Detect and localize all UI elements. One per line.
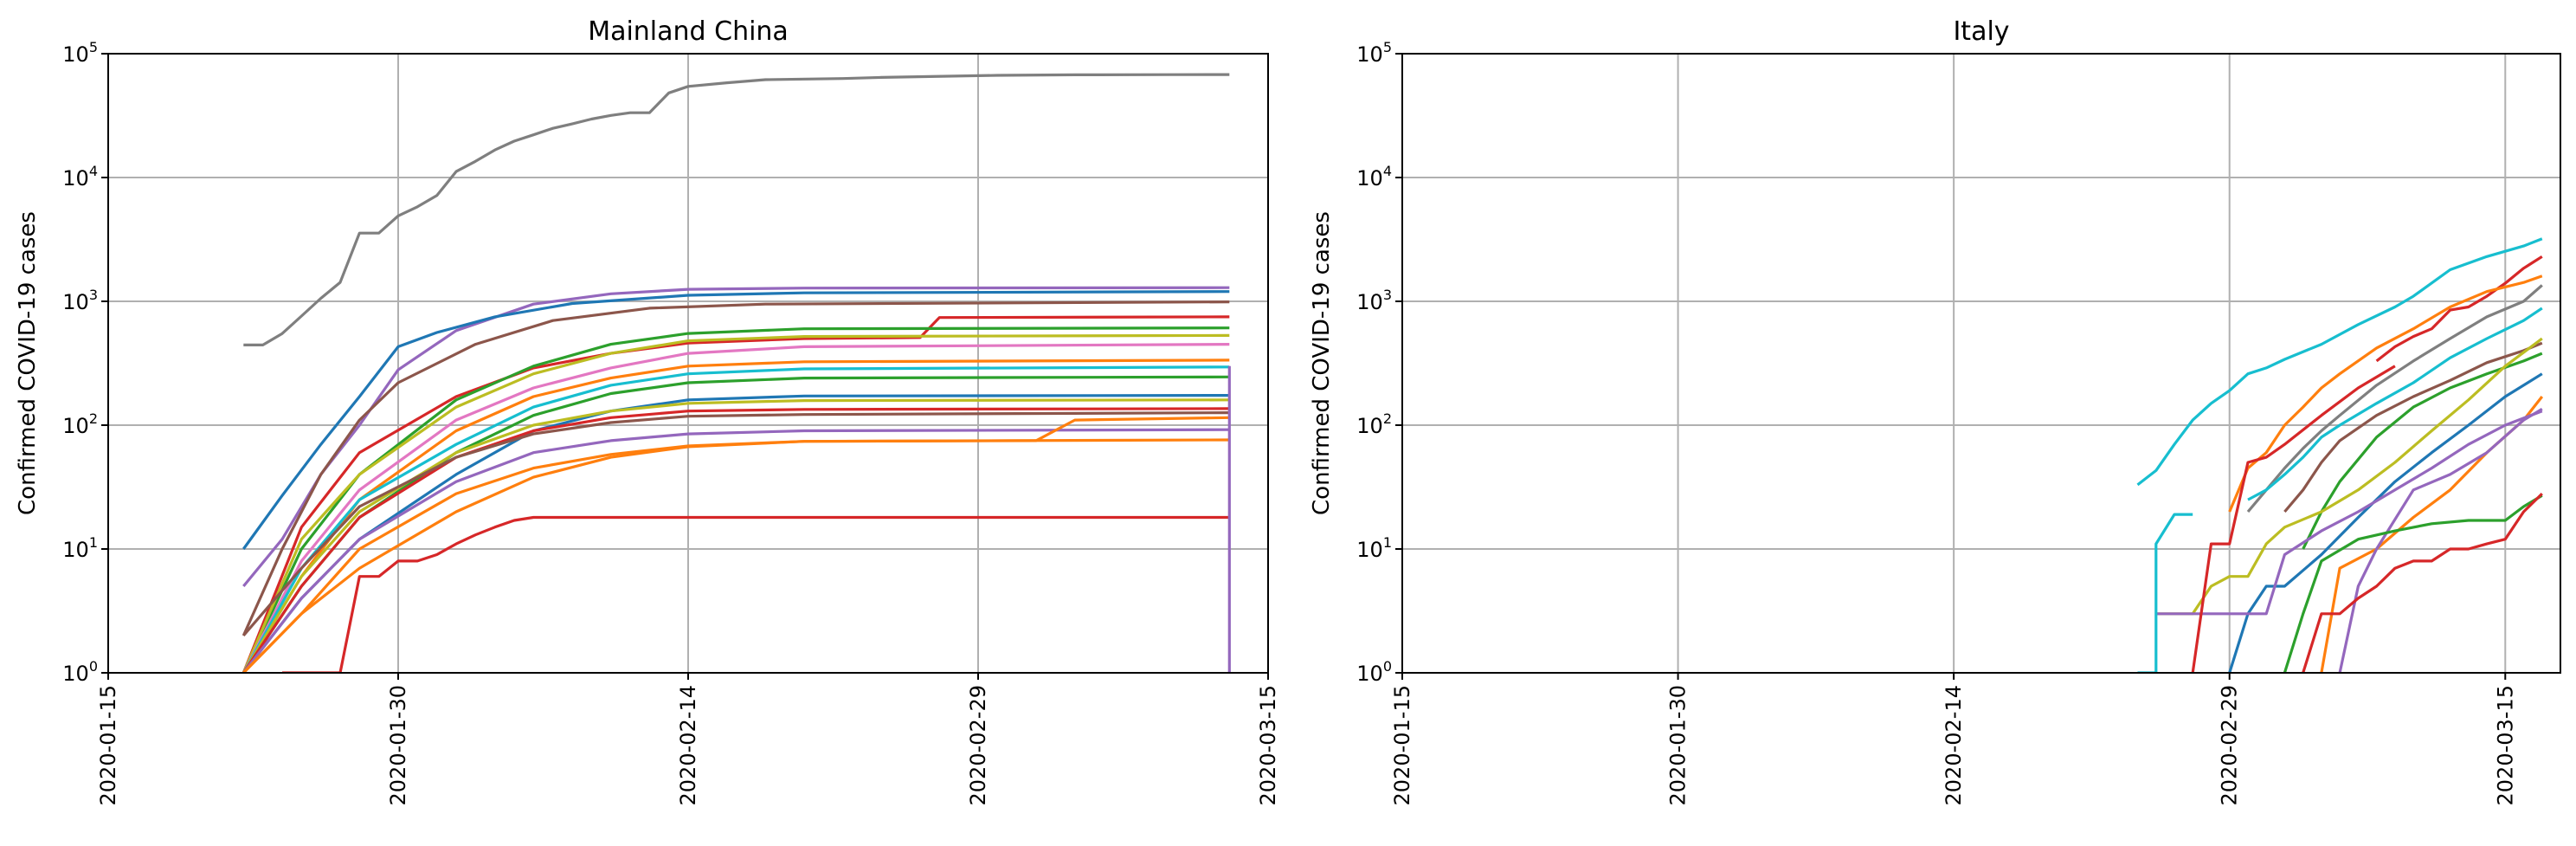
x-tick-label: 2020-02-29 — [2218, 685, 2242, 805]
series-line — [2302, 492, 2543, 673]
series-line — [2246, 284, 2543, 513]
chart-title: Italy — [1953, 16, 2009, 47]
series-line — [2155, 410, 2543, 616]
series-line — [2283, 494, 2543, 673]
x-tick-label: 2020-03-15 — [1256, 685, 1280, 805]
series-line — [2247, 307, 2543, 501]
y-tick-label: 103 — [62, 287, 98, 314]
y-axis-label: Confirmed COVID-19 cases — [1309, 211, 1335, 515]
series-line — [282, 515, 1230, 673]
series-line — [2136, 237, 2543, 487]
series-line — [242, 365, 1230, 673]
series-line — [242, 398, 1230, 673]
series-line — [2228, 274, 2543, 513]
series-line — [242, 286, 1230, 588]
y-tick-label: 101 — [1356, 534, 1392, 562]
y-tick-label: 104 — [1356, 163, 1392, 191]
series-line — [242, 394, 1230, 673]
series-line — [2155, 337, 2543, 616]
x-tick-label: 2020-01-30 — [1666, 685, 1690, 805]
x-tick-label: 2020-02-14 — [1942, 685, 1966, 805]
x-tick-label: 2020-01-15 — [1390, 685, 1414, 805]
y-tick-label: 101 — [62, 534, 98, 562]
series-line — [2137, 513, 2193, 673]
series-line — [242, 343, 1230, 673]
chart-title: Mainland China — [588, 16, 789, 47]
series-line — [243, 73, 1230, 346]
series-line — [242, 411, 1230, 637]
y-tick-label: 105 — [62, 39, 98, 67]
x-tick-label: 2020-01-15 — [96, 685, 120, 805]
series-line — [242, 407, 1230, 673]
series-line — [2283, 341, 2543, 513]
series-line — [242, 333, 1230, 673]
y-tick-label: 100 — [1356, 658, 1392, 686]
y-axis-label: Confirmed COVID-19 cases — [15, 211, 41, 515]
y-tick-label: 103 — [1356, 287, 1392, 314]
y-tick-label: 105 — [1356, 39, 1392, 67]
series-line — [242, 326, 1230, 673]
series-group — [2136, 237, 2544, 673]
series-line — [242, 290, 1230, 550]
series-group — [242, 73, 1231, 673]
x-tick-label: 2020-02-14 — [676, 685, 700, 805]
chart-panel-2: 2020-01-15 2020-01-30 2020-02-14 2020-02-29… — [1309, 16, 2561, 805]
series-line — [2302, 352, 2543, 550]
plot-frame — [1401, 53, 2561, 674]
y-tick-label: 100 — [62, 658, 98, 686]
series-line — [2338, 408, 2543, 673]
series-line — [242, 416, 1230, 673]
series-line — [242, 300, 1230, 636]
x-tick-label: 2020-02-29 — [966, 685, 990, 805]
series-line — [242, 438, 1230, 673]
chart-panel-1: 2020-01-15 2020-01-30 2020-02-14 2020-02-29… — [15, 16, 1280, 805]
y-tick-label: 102 — [62, 410, 98, 438]
series-line — [2375, 255, 2543, 363]
series-line — [242, 428, 1230, 673]
x-tick-label: 2020-01-30 — [386, 685, 410, 805]
y-tick-label: 102 — [1356, 410, 1392, 438]
series-line — [2228, 372, 2543, 673]
y-tick-label: 104 — [62, 163, 98, 191]
x-tick-label: 2020-03-15 — [2493, 685, 2517, 805]
series-line — [2191, 365, 2396, 673]
series-line — [242, 358, 1230, 673]
